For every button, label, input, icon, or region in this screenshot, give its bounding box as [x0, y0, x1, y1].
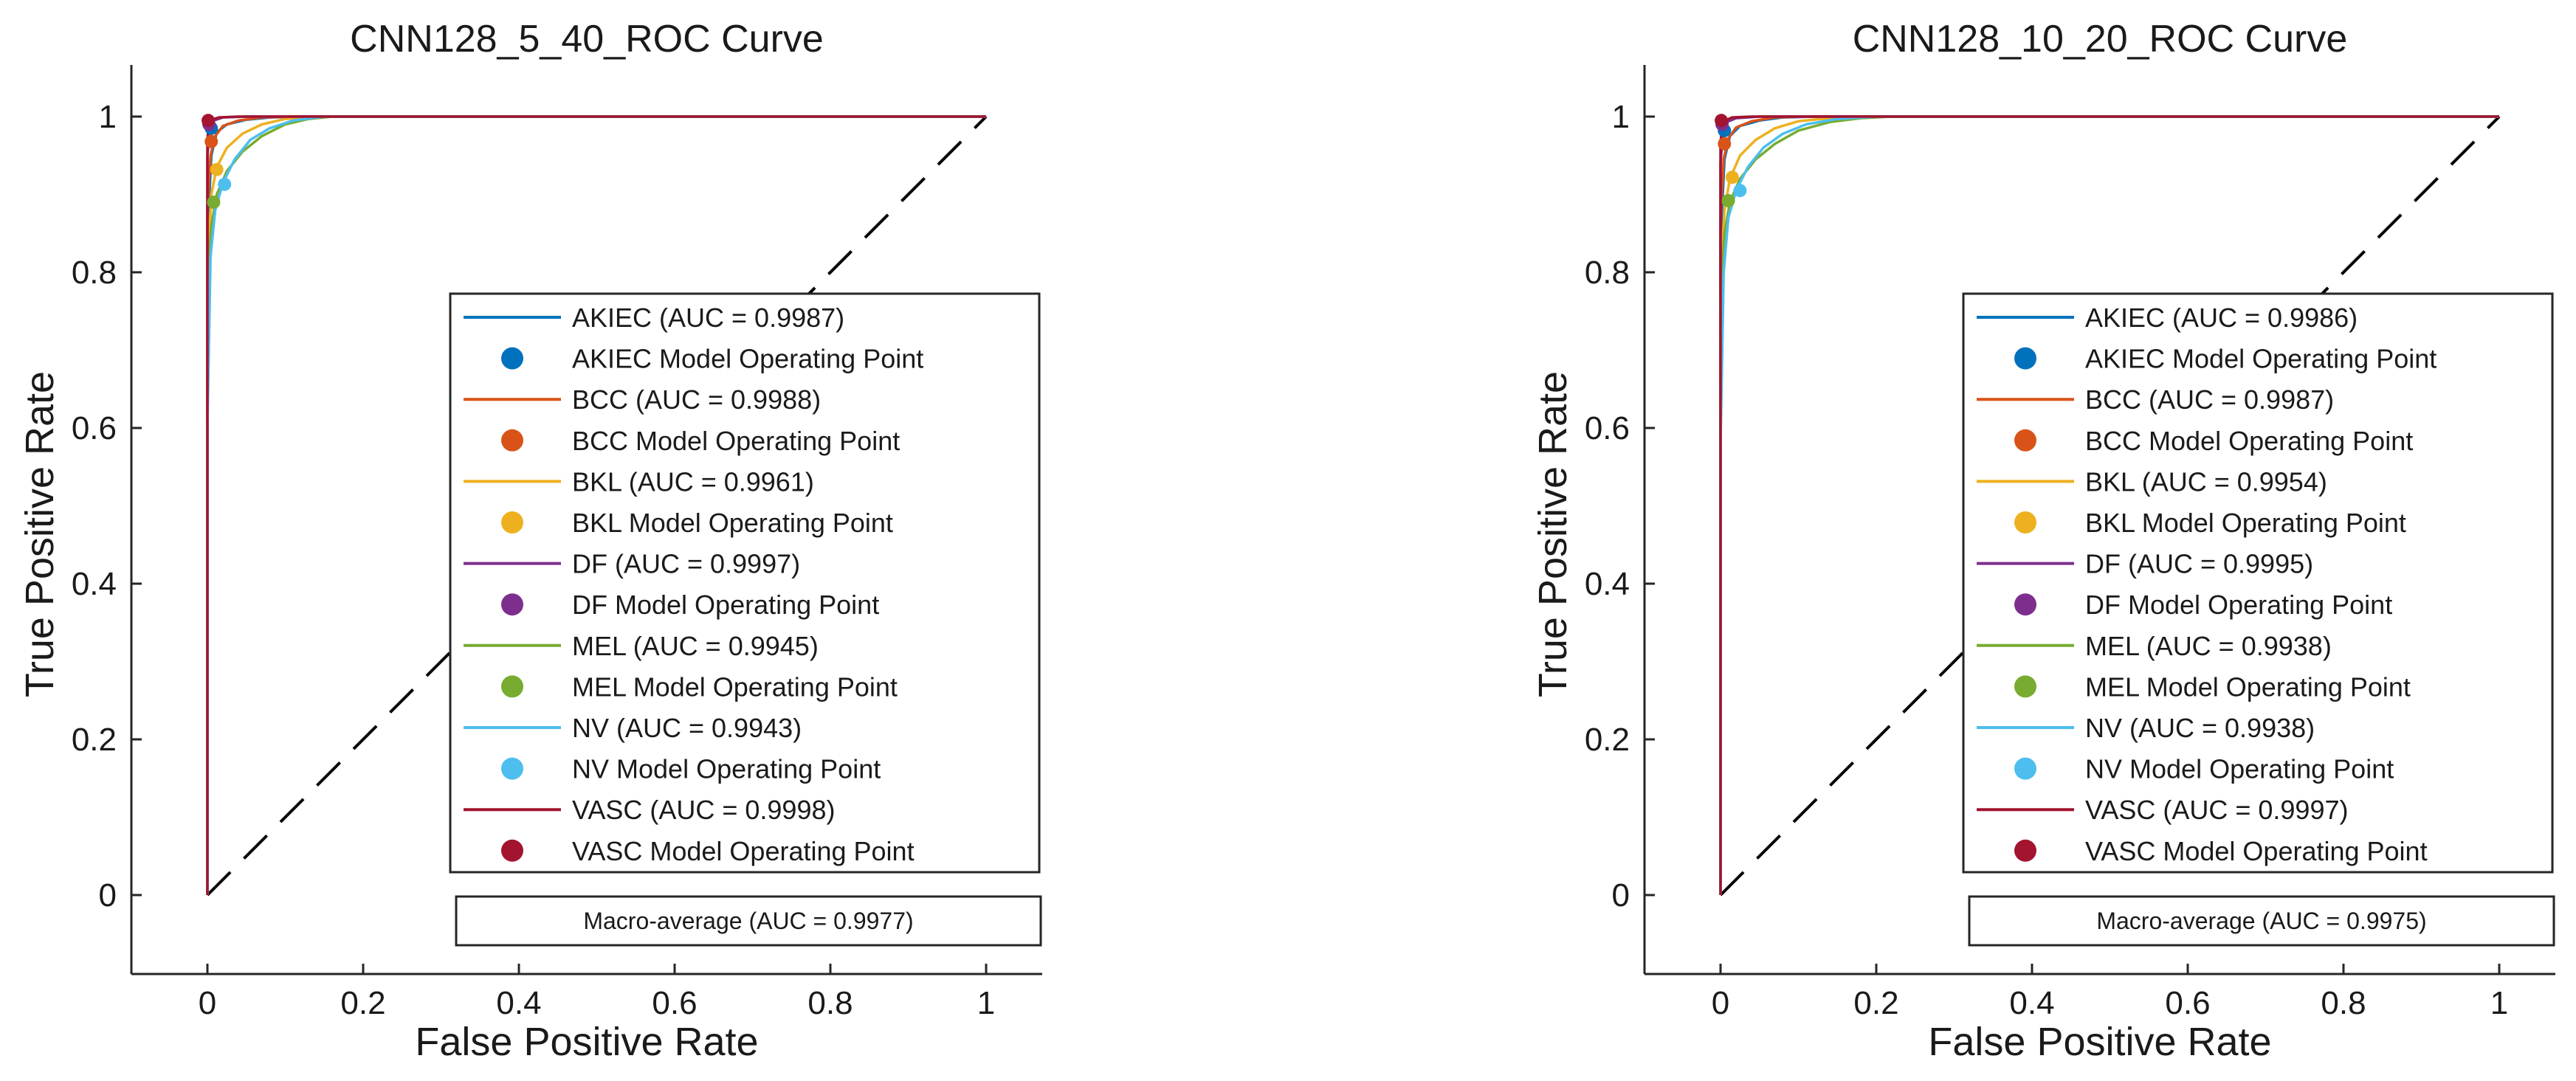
x-axis-label: False Positive Rate: [415, 1020, 758, 1064]
operating-point-bkl: [1725, 170, 1739, 184]
legend-entry-point-nv: NV Model Operating Point: [2085, 754, 2394, 784]
legend-swatch-dot-akiec: [501, 347, 523, 370]
operating-point-nv: [1733, 184, 1747, 198]
macro-average-label: Macro-average (AUC = 0.9977): [583, 908, 913, 934]
legend-swatch-dot-nv: [501, 757, 523, 780]
y-axis-label: True Positive Rate: [18, 371, 62, 697]
y-tick-label: 0.8: [72, 255, 117, 291]
chart-title: CNN128_5_40_ROC Curve: [350, 18, 824, 61]
legend-swatch-dot-vasc: [2014, 839, 2036, 862]
legend-entry-point-bcc: BCC Model Operating Point: [2085, 426, 2413, 456]
y-tick-label: 0.4: [1585, 566, 1630, 602]
x-tick-label: 0.4: [2009, 985, 2054, 1021]
x-tick-label: 0.6: [2165, 985, 2210, 1021]
macro-average-box: [1968, 895, 2555, 947]
legend-swatch-dot-bcc: [2014, 429, 2036, 452]
legend-entry-point-bkl: BKL Model Operating Point: [572, 508, 893, 538]
legend-entry-mel: MEL (AUC = 0.9938): [2085, 631, 2332, 661]
y-tick-label: 0.6: [72, 410, 117, 446]
legend-swatch-dot-bkl: [2014, 511, 2036, 533]
macro-average-box: [455, 895, 1042, 947]
x-tick-label: 0.2: [340, 985, 385, 1021]
legend-swatch-dot-akiec: [2014, 347, 2036, 370]
x-tick-label: 0.4: [496, 985, 541, 1021]
legend-entry-akiec: AKIEC (AUC = 0.9986): [2085, 303, 2358, 333]
chance-diagonal-line: [206, 115, 988, 897]
y-tick-label: 0: [1612, 877, 1630, 914]
legend-entry-nv: NV (AUC = 0.9938): [2085, 713, 2315, 743]
y-tick-label: 0.6: [1585, 410, 1630, 446]
x-tick-label: 0.6: [652, 985, 697, 1021]
legend-swatch-dot-mel: [501, 675, 523, 698]
macro-average-label: Macro-average (AUC = 0.9975): [2096, 908, 2426, 934]
chart-title: CNN128_10_20_ROC Curve: [1853, 18, 2348, 61]
legend-entry-bcc: BCC (AUC = 0.9987): [2085, 384, 2334, 415]
legend-entry-point-bcc: BCC Model Operating Point: [572, 426, 900, 456]
legend-entry-vasc: VASC (AUC = 0.9998): [572, 795, 835, 825]
legend-box: [1962, 292, 2554, 874]
legend-entry-df: DF (AUC = 0.9995): [2085, 549, 2313, 579]
roc-curve-nv: [206, 115, 986, 895]
operating-point-bcc: [1718, 137, 1732, 151]
legend-entry-df: DF (AUC = 0.9997): [572, 549, 800, 579]
x-tick-label: 0.8: [2321, 985, 2366, 1021]
y-tick-label: 0.2: [1585, 722, 1630, 758]
roc-chart-left: CNN128_5_40_ROC Curve 0 0.2 0.4 0.6 0.8 1 0 0.2 0…: [18, 18, 1042, 1064]
legend-entry-mel: MEL (AUC = 0.9945): [572, 631, 819, 661]
legend-entry-bkl: BKL (AUC = 0.9961): [572, 466, 814, 497]
operating-point-vasc: [202, 114, 216, 128]
legend-swatch-dot-mel: [2014, 675, 2036, 698]
legend-swatch-dot-df: [2014, 593, 2036, 616]
x-tick-label: 0.2: [1853, 985, 1898, 1021]
legend-entry-vasc: VASC (AUC = 0.9997): [2085, 795, 2348, 825]
operating-point-vasc: [1715, 114, 1729, 128]
legend-entry-point-nv: NV Model Operating Point: [572, 754, 881, 784]
operating-point-bkl: [210, 162, 224, 176]
y-tick-label: 1: [1612, 99, 1630, 135]
legend-entry-point-df: DF Model Operating Point: [2085, 590, 2392, 620]
legend-swatch-dot-bkl: [501, 511, 523, 533]
legend-entry-point-mel: MEL Model Operating Point: [572, 671, 898, 702]
y-tick-label: 1: [99, 99, 117, 135]
legend-swatch-dot-vasc: [501, 839, 523, 862]
legend-entry-nv: NV (AUC = 0.9943): [572, 713, 802, 743]
legend-entry-point-vasc: VASC Model Operating Point: [2085, 836, 2428, 866]
legend-entry-akiec: AKIEC (AUC = 0.9987): [572, 303, 844, 333]
operating-point-nv: [218, 177, 232, 191]
legend-swatch-dot-df: [501, 593, 523, 616]
legend-entry-bkl: BKL (AUC = 0.9954): [2085, 466, 2327, 497]
operating-point-bcc: [204, 134, 218, 148]
legend-box: [449, 292, 1041, 874]
operating-point-mel: [207, 196, 221, 210]
legend-entry-point-bkl: BKL Model Operating Point: [2085, 508, 2406, 538]
legend-swatch-dot-bcc: [501, 429, 523, 452]
legend-entry-point-df: DF Model Operating Point: [572, 590, 879, 620]
y-tick-label: 0.2: [72, 722, 117, 758]
x-tick-label: 1: [2490, 985, 2508, 1021]
legend-entry-point-akiec: AKIEC Model Operating Point: [572, 344, 923, 374]
x-tick-label: 0.8: [807, 985, 853, 1021]
y-tick-label: 0: [99, 877, 117, 914]
operating-point-mel: [1721, 193, 1735, 207]
legend-entry-bcc: BCC (AUC = 0.9988): [572, 384, 821, 415]
legend-swatch-dot-nv: [2014, 757, 2036, 780]
y-tick-label: 0.8: [1585, 255, 1630, 291]
x-tick-label: 1: [977, 985, 995, 1021]
legend-entry-point-vasc: VASC Model Operating Point: [572, 836, 915, 866]
chance-diagonal-line: [1719, 115, 2501, 897]
x-tick-label: 0: [1712, 985, 1729, 1021]
legend-entry-point-mel: MEL Model Operating Point: [2085, 671, 2411, 702]
legend-entry-point-akiec: AKIEC Model Operating Point: [2085, 344, 2436, 374]
x-tick-label: 0: [199, 985, 216, 1021]
y-tick-label: 0.4: [72, 566, 117, 602]
x-axis-label: False Positive Rate: [1928, 1020, 2271, 1064]
y-axis-label: True Positive Rate: [1531, 371, 1575, 697]
roc-chart-right: CNN128_10_20_ROC Curve 0 0.2 0.4 0.6 0.8 1 0 0.2…: [1531, 18, 2555, 1064]
roc-curve-nv: [1719, 115, 2499, 895]
